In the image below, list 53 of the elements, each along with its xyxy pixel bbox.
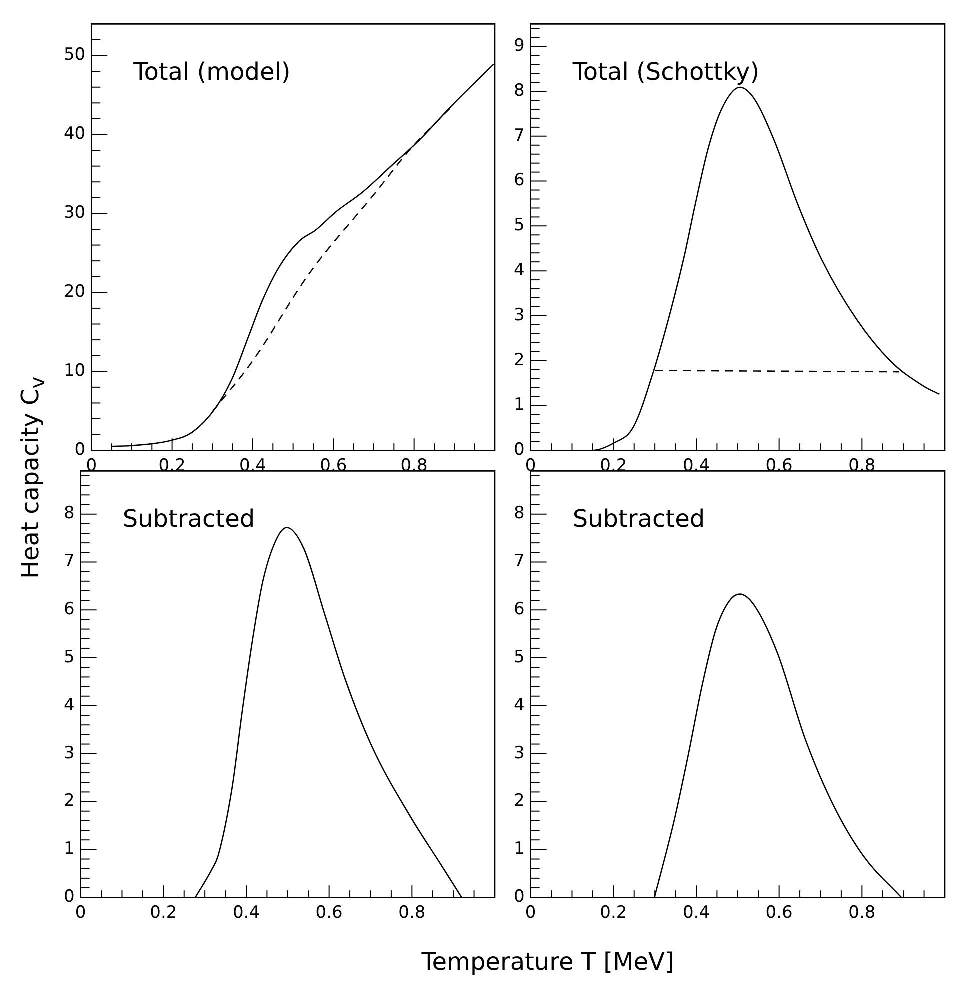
y-tick-label: 6 bbox=[514, 600, 525, 620]
text: Subtracted bbox=[572, 505, 706, 534]
y-tick-label: 30 bbox=[64, 203, 86, 224]
x-tick-label: 0.6 bbox=[316, 903, 343, 924]
x-tick-label: 0.4 bbox=[682, 456, 710, 476]
x-tick-label: 0.8 bbox=[400, 456, 428, 476]
y-tick-label: 7 bbox=[64, 552, 75, 572]
x-tick-label: 0.6 bbox=[320, 456, 348, 476]
y-tick-label: 0 bbox=[74, 440, 86, 460]
x-tick-label: 0.8 bbox=[848, 456, 876, 476]
y-tick-label: 8 bbox=[64, 504, 75, 524]
y-tick-label: 2 bbox=[64, 791, 75, 812]
y-tick-label: 5 bbox=[64, 647, 75, 668]
x-tick-label: 0.6 bbox=[766, 903, 793, 924]
x-tick-label: 0.4 bbox=[682, 903, 710, 924]
y-tick-label: 5 bbox=[514, 647, 525, 668]
y-tick-label: 20 bbox=[64, 282, 86, 302]
y-tick-label: 0 bbox=[514, 440, 525, 460]
y-tick-label: 3 bbox=[514, 743, 525, 764]
y-tick-label: 6 bbox=[514, 170, 525, 191]
y-tick-label: 5 bbox=[514, 216, 525, 236]
y-tick-label: 1 bbox=[64, 839, 75, 860]
y-tick-label: 8 bbox=[514, 80, 525, 101]
text: Total (Schottky) bbox=[572, 58, 760, 86]
y-tick-label: 1 bbox=[514, 839, 525, 860]
y-tick-label: 7 bbox=[514, 126, 525, 146]
y-tick-label: 3 bbox=[64, 743, 75, 764]
y-tick-label: 3 bbox=[514, 305, 525, 326]
x-tick-label: 0.4 bbox=[239, 456, 267, 476]
y-tick-label: 0 bbox=[514, 887, 525, 908]
y-tick-label: 2 bbox=[514, 791, 525, 812]
y-tick-label: 7 bbox=[514, 552, 525, 572]
y-tick-label: 4 bbox=[64, 695, 75, 716]
x-tick-label: 0.2 bbox=[150, 903, 178, 924]
x-tick-label: 0.8 bbox=[398, 903, 426, 924]
text: Subtracted bbox=[122, 505, 256, 534]
y-tick-label: 0 bbox=[64, 887, 75, 908]
x-tick-label: 0.8 bbox=[848, 903, 876, 924]
x-tick-label: 0.6 bbox=[766, 456, 793, 476]
y-tick-label: 9 bbox=[514, 36, 525, 56]
x-tick-label: 0.4 bbox=[232, 903, 260, 924]
y-tick-label: 50 bbox=[64, 45, 86, 66]
x-tick-label: 0.2 bbox=[600, 903, 628, 924]
y-tick-label: 6 bbox=[64, 600, 75, 620]
y-tick-label: 40 bbox=[64, 124, 86, 144]
y-tick-label: 4 bbox=[514, 260, 525, 280]
y-tick-label: 2 bbox=[514, 350, 525, 370]
text: Total (model) bbox=[132, 58, 291, 86]
x-axis-title: Temperature T [MeV] bbox=[422, 948, 674, 976]
y-tick-label: 10 bbox=[64, 361, 86, 382]
y-tick-label: 4 bbox=[514, 695, 525, 716]
y-tick-label: 8 bbox=[514, 504, 525, 524]
y-tick-label: 1 bbox=[514, 395, 525, 416]
